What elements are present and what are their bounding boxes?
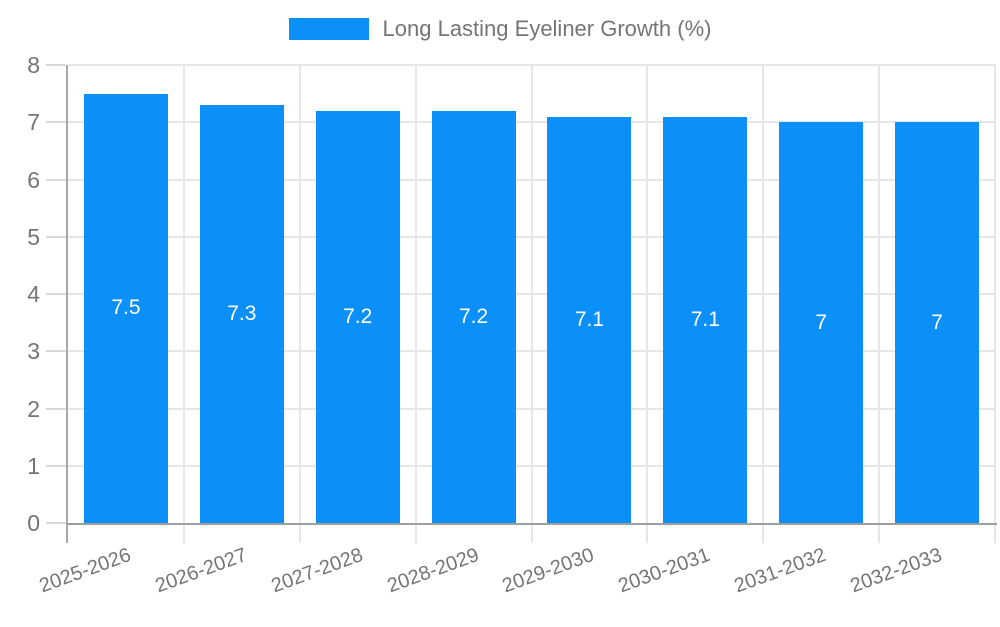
gridline-vertical [414,65,417,543]
gridline-vertical [298,65,301,543]
plot-area: 0 1 2 3 4 5 6 7 8 7.5 2025-2026 7.3 2026-2027 7.2 2027… [27,52,997,597]
bar-value-label: 7.2 [343,304,373,328]
y-axis-tick [46,293,66,295]
bar[interactable]: 7.1 [663,116,748,523]
legend-swatch-icon [288,18,369,40]
y-axis-label: 2 [27,395,40,422]
y-axis-tick [46,350,66,353]
bar-chart: Long Lasting Eyeliner Growth (%) 0 1 2 3 4 5 6… [0,16,1000,597]
y-axis-label: 0 [27,510,40,536]
y-axis-tick [46,235,66,238]
bar-value-label: 7.1 [574,307,605,331]
bar-value-label: 7.2 [458,304,489,328]
y-axis-line [66,65,68,543]
bar-value-label: 7.1 [690,307,720,331]
bar-value-label: 7 [815,310,828,334]
y-axis-tick [46,64,66,66]
y-axis-label: 8 [27,52,40,78]
bar[interactable]: 7.1 [547,116,632,523]
y-axis-tick [46,121,66,124]
x-axis-line [66,523,997,525]
legend-entry[interactable]: Long Lasting Eyeliner Growth (%) [288,16,712,42]
gridline-vertical [762,65,765,543]
legend: Long Lasting Eyeliner Growth (%) [0,16,1000,42]
y-axis-tick [46,522,66,524]
y-axis-label: 4 [27,281,40,307]
bar[interactable]: 7.5 [83,93,168,523]
gridline-vertical [182,65,185,543]
bar-value-label: 7 [931,310,943,334]
bar-value-label: 7.5 [111,296,141,320]
legend-label: Long Lasting Eyeliner Growth (%) [382,16,712,41]
bar[interactable]: 7.3 [199,105,284,523]
gridline-vertical [530,65,533,543]
bar[interactable]: 7 [779,122,864,523]
y-axis-tick [46,178,66,181]
bar[interactable]: 7.2 [315,110,400,523]
bar[interactable]: 7.2 [431,110,516,523]
gridline-vertical [646,65,649,543]
bar-value-label: 7.3 [227,302,257,326]
y-axis-label: 6 [27,166,40,193]
gridline-vertical [994,65,996,543]
gridline-vertical [878,65,881,543]
y-axis-label: 7 [27,109,40,136]
y-axis-tick [46,464,66,467]
bar[interactable]: 7 [895,122,980,523]
y-axis-label: 5 [27,223,40,250]
y-axis-label: 1 [27,452,40,479]
y-axis-label: 3 [27,338,40,365]
y-axis-tick [46,407,66,410]
